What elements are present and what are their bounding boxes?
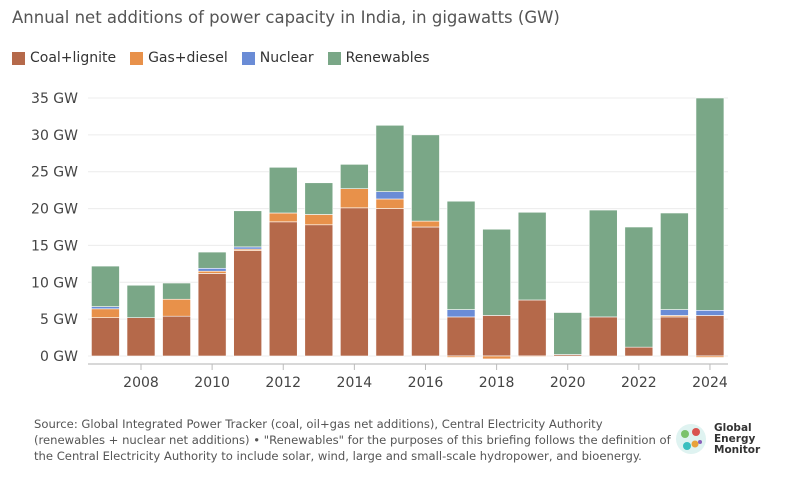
y-tick-label: 15 GW bbox=[31, 238, 78, 254]
bar-segment bbox=[91, 317, 120, 357]
bar-segment bbox=[233, 250, 262, 357]
x-tick-label: 2020 bbox=[550, 375, 586, 391]
bar-segment bbox=[446, 309, 476, 318]
bar-segment bbox=[268, 212, 298, 223]
bar-segment bbox=[553, 312, 583, 355]
bar-segment bbox=[375, 208, 405, 357]
bar-segment bbox=[411, 226, 440, 357]
bar-segment bbox=[197, 267, 227, 272]
bar-segment bbox=[340, 207, 369, 357]
x-tick-label: 2018 bbox=[479, 375, 515, 391]
legend: Coal+lignite Gas+diesel Nuclear Renewables bbox=[12, 50, 430, 66]
y-tick-label: 20 GW bbox=[31, 202, 78, 218]
bar-segment bbox=[660, 316, 689, 357]
bar-segment bbox=[624, 346, 654, 357]
bar-segment bbox=[340, 188, 369, 209]
legend-item: Nuclear bbox=[241, 50, 314, 66]
bar-segment bbox=[695, 315, 725, 357]
source-note: Source: Global Integrated Power Tracker … bbox=[34, 417, 671, 463]
legend-swatch bbox=[12, 51, 25, 65]
legend-swatch bbox=[327, 51, 341, 65]
x-tick-label: 2008 bbox=[123, 375, 159, 391]
y-tick-label: 30 GW bbox=[31, 128, 78, 144]
bar-segment bbox=[517, 211, 547, 301]
bar-segment bbox=[197, 270, 227, 274]
logo-line: Global bbox=[714, 421, 752, 434]
x-tick-label: 2022 bbox=[621, 375, 657, 391]
bar-segment bbox=[695, 309, 725, 316]
bar-segment bbox=[446, 316, 476, 357]
bar-segment bbox=[197, 251, 227, 269]
bar-segment bbox=[482, 228, 511, 316]
legend-swatch bbox=[241, 51, 255, 65]
bar-segment bbox=[588, 316, 618, 357]
bar-segment bbox=[517, 355, 547, 358]
bar-segment bbox=[660, 309, 689, 316]
y-tick-label: 35 GW bbox=[31, 91, 78, 107]
bar-segment bbox=[695, 355, 725, 358]
bar-segment bbox=[162, 298, 191, 317]
bar-segment bbox=[375, 198, 405, 209]
bar-segment bbox=[517, 299, 547, 357]
bar-segment bbox=[624, 226, 654, 348]
bar-segment bbox=[588, 209, 618, 318]
bar-segment bbox=[695, 97, 725, 311]
legend-label: Renewables bbox=[345, 50, 430, 66]
x-tick-label: 2014 bbox=[337, 375, 373, 391]
bar-segment bbox=[233, 246, 262, 250]
bar-segment bbox=[126, 317, 156, 357]
y-tick-label: 10 GW bbox=[31, 275, 78, 291]
bar-segment bbox=[340, 164, 369, 189]
bar-segment bbox=[162, 315, 191, 357]
bar-segment bbox=[304, 224, 334, 357]
y-tick-label: 5 GW bbox=[40, 312, 78, 328]
logo-line: Monitor bbox=[714, 443, 761, 456]
gem-logo: Global Energy Monitor bbox=[674, 422, 760, 456]
bar-segment bbox=[411, 220, 440, 228]
x-tick-label: 2012 bbox=[265, 375, 301, 391]
bar-segment bbox=[482, 315, 511, 357]
legend-swatch bbox=[130, 51, 144, 65]
chart-title: Annual net additions of power capacity i… bbox=[12, 8, 560, 27]
bar-chart: 0 GW 5 GW 10 GW 15 GW 20 GW 25 GW 30 GW 35 GW 20… bbox=[31, 91, 728, 391]
logo-line: Energy bbox=[714, 432, 756, 445]
bar-segment bbox=[375, 191, 405, 200]
bar-segment bbox=[411, 134, 440, 222]
y-tick-label: 25 GW bbox=[31, 165, 78, 181]
globe-icon bbox=[676, 424, 706, 454]
bar-segment bbox=[446, 355, 476, 358]
x-tick-label: 2010 bbox=[194, 375, 230, 391]
bar-segment bbox=[233, 210, 262, 248]
bar-segment bbox=[126, 284, 156, 318]
bar-segment bbox=[268, 166, 298, 214]
y-tick-label: 0 GW bbox=[40, 349, 78, 365]
legend-label: Coal+lignite bbox=[30, 50, 117, 66]
bar-segment bbox=[197, 273, 227, 357]
bar-segment bbox=[660, 212, 689, 310]
bar-segment bbox=[91, 265, 120, 307]
legend-item: Coal+lignite bbox=[12, 50, 116, 66]
legend-item: Gas+diesel bbox=[130, 50, 228, 66]
bar-segment bbox=[304, 182, 334, 215]
bar-segment bbox=[304, 214, 334, 226]
legend-item: Renewables bbox=[327, 50, 430, 66]
bar-segment bbox=[91, 306, 120, 310]
bar-segment bbox=[91, 308, 120, 318]
bar-segment bbox=[268, 221, 298, 357]
x-tick-label: 2024 bbox=[692, 375, 728, 391]
legend-label: Nuclear bbox=[259, 50, 314, 66]
x-tick-label: 2016 bbox=[408, 375, 444, 391]
bar-segment bbox=[162, 282, 191, 300]
bar-segment bbox=[482, 355, 511, 360]
bar-segment bbox=[446, 200, 476, 310]
legend-label: Gas+diesel bbox=[148, 50, 228, 66]
bar-segment bbox=[375, 124, 405, 192]
